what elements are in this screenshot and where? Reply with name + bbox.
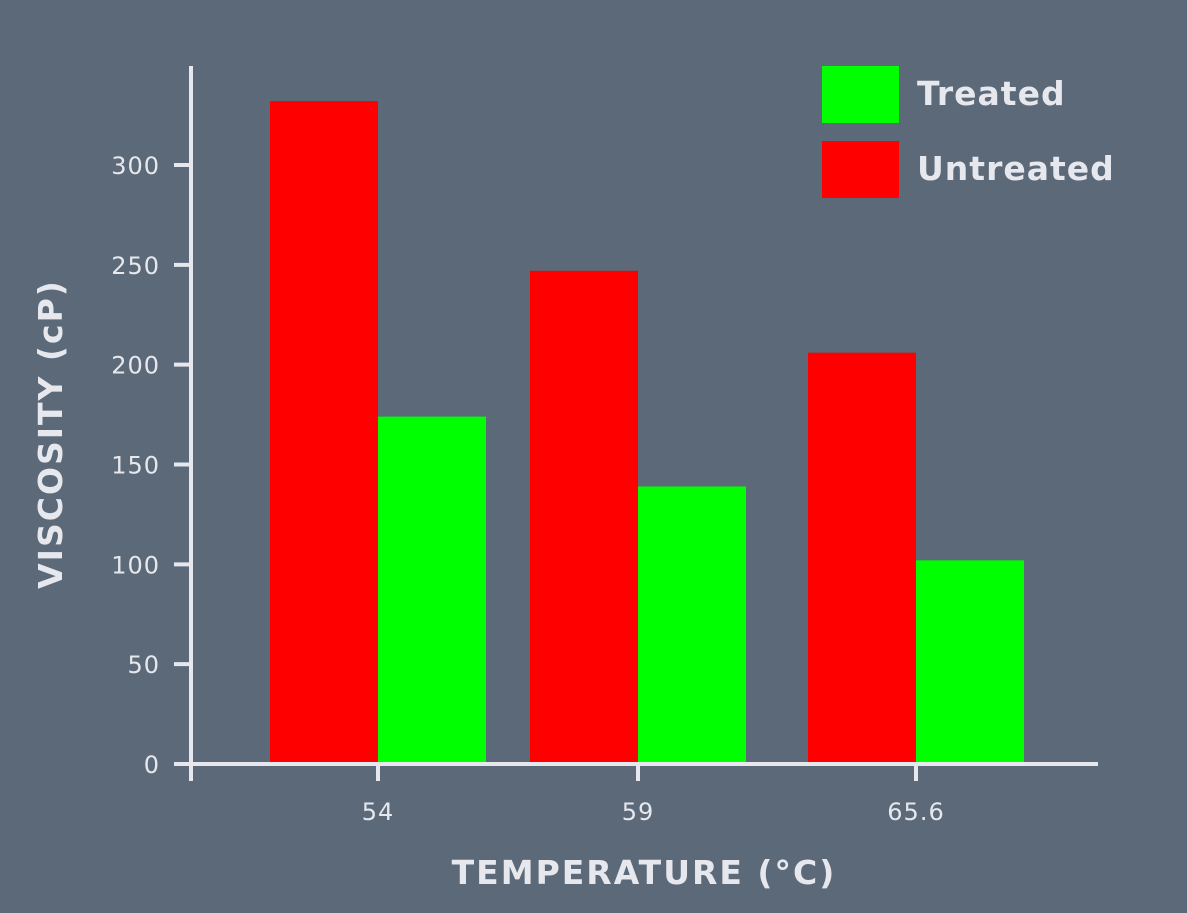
y-axis-title: VISCOSITY (cP)	[31, 279, 70, 589]
x-ticks: 54 59 65.6	[362, 764, 944, 826]
x-tick-label: 54	[362, 798, 395, 826]
bar-untreated-59	[530, 270, 638, 764]
legend-label-treated: Treated	[917, 74, 1066, 113]
x-axis-title: TEMPERATURE (°C)	[452, 853, 837, 892]
legend: Treated Untreated	[822, 66, 1115, 198]
bars	[270, 101, 1024, 764]
y-tick-label: 100	[111, 551, 160, 579]
bar-untreated-65-6	[808, 352, 916, 764]
bar-untreated-54	[270, 101, 378, 764]
y-tick-label: 50	[127, 651, 160, 679]
legend-swatch-untreated	[822, 141, 899, 198]
bar-treated-65-6	[916, 560, 1024, 764]
x-tick-label: 65.6	[887, 798, 944, 826]
legend-swatch-treated	[822, 66, 899, 123]
y-tick-label: 250	[111, 252, 160, 280]
y-tick-label: 150	[111, 452, 160, 480]
y-ticks: 0 50 100 150 200 250 300	[111, 152, 191, 779]
bar-treated-54	[378, 416, 486, 764]
y-tick-label: 0	[144, 751, 160, 779]
y-tick-label: 200	[111, 352, 160, 380]
x-tick-label: 59	[622, 798, 655, 826]
y-tick-label: 300	[111, 152, 160, 180]
legend-label-untreated: Untreated	[917, 149, 1115, 188]
bar-treated-59	[638, 486, 746, 764]
